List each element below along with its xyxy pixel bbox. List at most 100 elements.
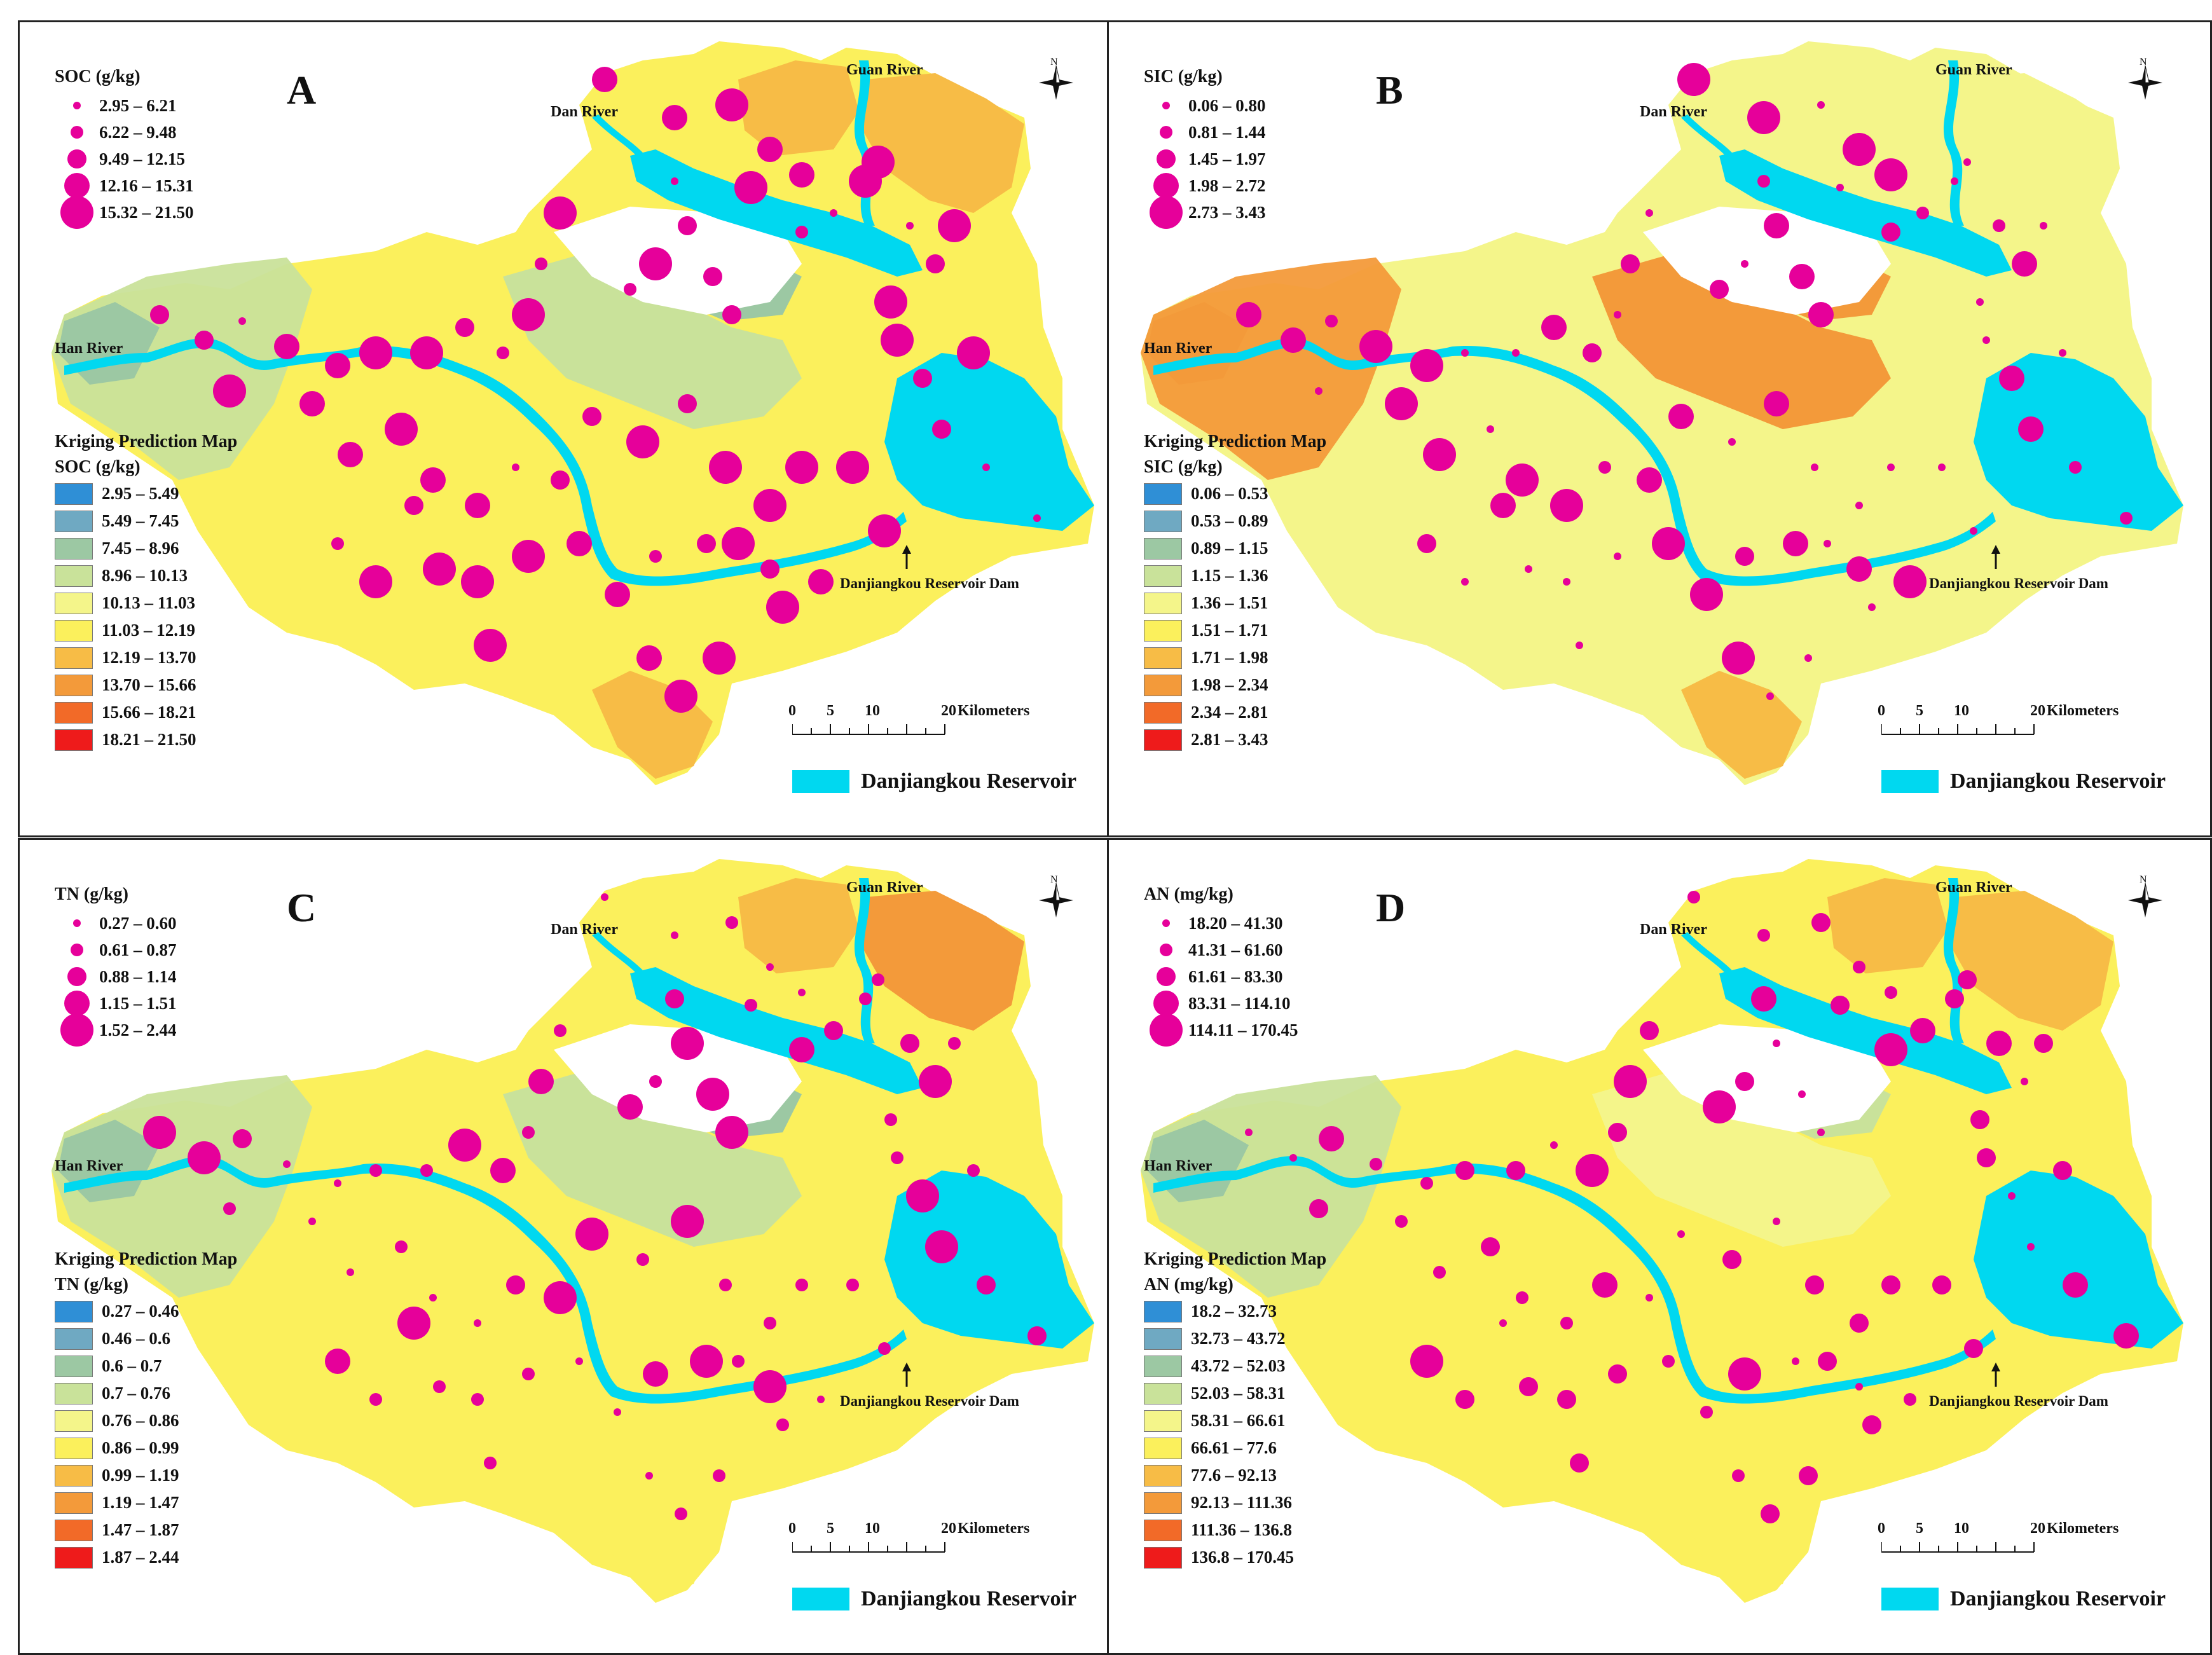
- sample-point: [1640, 1021, 1659, 1040]
- point-symbol: [1162, 919, 1170, 927]
- kriging-zone-northeast: [1948, 73, 2113, 213]
- scale-unit: Kilometers: [958, 1520, 1030, 1537]
- kriging-swatch: [55, 565, 93, 587]
- point-legend-item: 0.61 – 0.87: [55, 937, 177, 963]
- sample-point: [1970, 1110, 1989, 1129]
- point-legend-item: 114.11 – 170.45: [1144, 1013, 1298, 1047]
- point-symbol: [1153, 991, 1179, 1016]
- sample-point: [1836, 184, 1844, 191]
- sample-point: [1804, 654, 1812, 662]
- sample-point: [1525, 565, 1532, 573]
- kriging-class-label: 12.19 – 13.70: [102, 648, 196, 667]
- kriging-legend-item: 0.7 – 0.76: [55, 1380, 237, 1407]
- guan-river-label: Guan River: [1935, 62, 2012, 78]
- kriging-class-label: 1.47 – 1.87: [102, 1520, 179, 1539]
- point-legend-item: 1.98 – 2.72: [1144, 172, 1266, 199]
- dan-river-label: Dan River: [1640, 921, 1707, 938]
- point-legend: SIC (g/kg) 0.06 – 0.80 0.81 – 1.44 1.45 – 1…: [1144, 67, 1266, 229]
- reservoir-label: Danjiangkou Reservoir: [1950, 769, 2166, 793]
- sample-point: [397, 1307, 430, 1340]
- kriging-zone-northeast: [1948, 891, 2113, 1031]
- point-class-label: 0.81 – 1.44: [1188, 122, 1266, 142]
- sample-point: [601, 893, 608, 901]
- sample-point: [575, 1357, 583, 1365]
- scale-tick-label: 20: [2030, 1520, 2045, 1537]
- sample-point: [1868, 603, 1876, 611]
- sample-point: [1757, 929, 1770, 942]
- sample-point: [1690, 578, 1723, 611]
- sample-point: [1700, 1406, 1713, 1418]
- sample-point: [1455, 1161, 1474, 1180]
- point-class-label: 1.52 – 2.44: [99, 1020, 177, 1040]
- kriging-swatch: [1144, 565, 1182, 587]
- sample-point: [1385, 387, 1418, 420]
- sample-point: [465, 493, 490, 518]
- no-data-area: [554, 1024, 802, 1132]
- reservoir-dan-arm: [1719, 967, 2012, 1094]
- point-symbol: [67, 149, 86, 168]
- no-data-area: [1643, 207, 1891, 315]
- kriging-swatch: [1144, 1519, 1182, 1541]
- point-symbol: [64, 991, 90, 1016]
- panel-letter: C: [287, 885, 317, 930]
- kriging-zone-central: [503, 251, 802, 429]
- point-legend-item: 61.61 – 83.30: [1144, 963, 1298, 990]
- point-class-label: 61.61 – 83.30: [1188, 966, 1283, 986]
- point-class-label: 0.88 – 1.14: [99, 966, 177, 986]
- sample-point: [664, 680, 697, 713]
- sample-point: [455, 318, 474, 337]
- kriging-swatch: [55, 537, 93, 560]
- sample-point: [195, 331, 214, 350]
- sample-point: [900, 1034, 919, 1053]
- point-symbol: [67, 967, 86, 986]
- sample-point: [1732, 1469, 1745, 1482]
- kriging-legend-item: 2.34 – 2.81: [1144, 699, 1326, 726]
- scale-unit: Kilometers: [2047, 703, 2119, 719]
- sample-point: [1557, 1390, 1576, 1409]
- scale-bar-graphic: [1881, 1542, 2035, 1553]
- sample-point: [461, 565, 494, 598]
- sample-point: [1325, 315, 1338, 327]
- kriging-zone-central: [1592, 251, 1891, 429]
- sample-point: [1309, 1199, 1328, 1218]
- sample-point: [1728, 438, 1736, 446]
- point-legend-item: 41.31 – 61.60: [1144, 937, 1298, 963]
- sample-point: [605, 582, 630, 607]
- sample-point: [385, 413, 418, 446]
- sample-point: [891, 1151, 903, 1164]
- sample-point: [2018, 416, 2044, 442]
- point-symbol: [71, 126, 83, 139]
- sample-point: [1461, 578, 1469, 586]
- sample-point: [429, 1294, 437, 1301]
- sample-point: [474, 1319, 481, 1327]
- sample-point: [1893, 565, 1927, 598]
- point-class-label: 2.73 – 3.43: [1188, 202, 1266, 222]
- sample-point: [369, 1393, 382, 1406]
- scale-tick-label: 10: [1954, 1520, 1969, 1537]
- sample-point: [639, 247, 672, 280]
- sample-point: [213, 374, 246, 408]
- scale-tick-label: 0: [788, 703, 796, 719]
- point-legend-title: AN (mg/kg): [1144, 884, 1233, 904]
- kriging-class-label: 32.73 – 43.72: [1191, 1329, 1286, 1348]
- sample-point: [1614, 311, 1621, 319]
- sample-point: [722, 305, 741, 324]
- kriging-class-label: 43.72 – 52.03: [1191, 1356, 1286, 1375]
- kriging-legend-item: 10.13 – 11.03: [55, 589, 237, 617]
- kriging-legend-item: 0.46 – 0.6: [55, 1325, 237, 1352]
- kriging-swatch: [55, 1300, 93, 1322]
- sample-point: [766, 963, 774, 971]
- sample-point: [1598, 461, 1611, 474]
- guan-river-channel: [1943, 60, 1964, 226]
- point-legend-item: 0.81 – 1.44: [1144, 119, 1266, 146]
- kriging-legend-item: 1.15 – 1.36: [1144, 562, 1326, 589]
- sample-point: [2053, 1161, 2072, 1180]
- sample-point: [1881, 1275, 1900, 1294]
- kriging-legend-item: 0.89 – 1.15: [1144, 535, 1326, 562]
- sample-point: [776, 1418, 789, 1431]
- kriging-legend: Kriging Prediction Map SIC (g/kg) 0.06 – 0…: [1144, 429, 1326, 753]
- reservoir-main-basin: [884, 1171, 1094, 1349]
- north-label: N: [2140, 57, 2147, 67]
- sample-point: [1798, 1090, 1806, 1098]
- north-arrow: N: [2123, 874, 2167, 926]
